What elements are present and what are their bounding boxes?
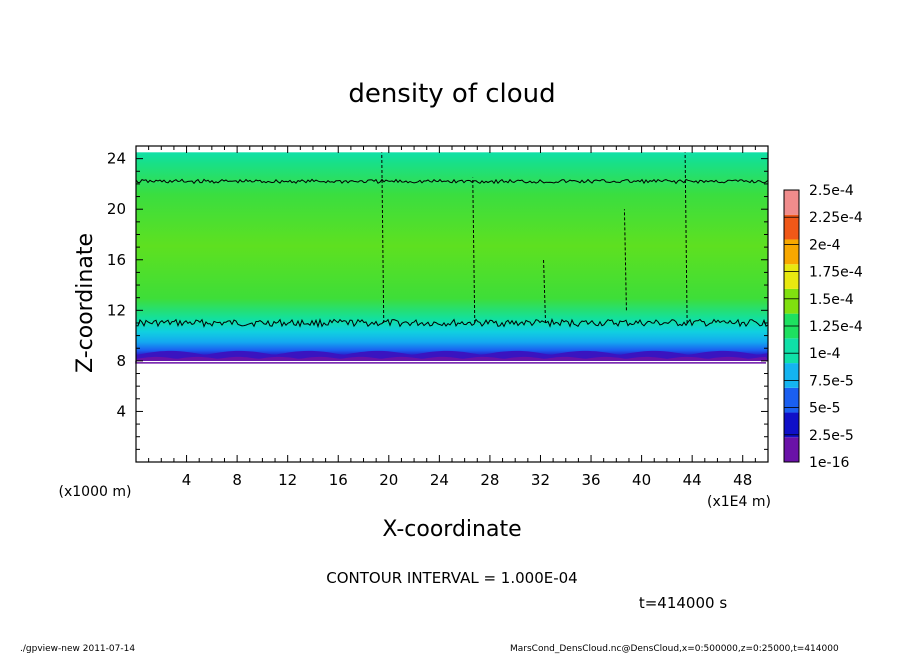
time-label: t=414000 s: [639, 594, 727, 612]
colorbar-swatch: [784, 239, 799, 265]
x-axis-ticks: 4 8 12 16 20 24 28 32 36 40 44 48: [148, 146, 756, 489]
colorbar-label: 2.5e-4: [809, 183, 854, 199]
colorbar-label: 2.5e-5: [809, 428, 854, 444]
colorbar-swatch: [784, 288, 799, 314]
contour-streak: [381, 152, 385, 323]
x-tick-label: 16: [329, 471, 348, 489]
colorbar: 1e-16 2.5e-5 5e-5 7.5e-5 1e-4 1.25e-4 1.5e-4 1.…: [783, 183, 863, 471]
contour-streak: [684, 152, 688, 323]
colorbar-label: 1e-16: [809, 455, 849, 471]
x-tick-label: 20: [379, 471, 398, 489]
colorbar-label: 7.5e-5: [809, 373, 854, 389]
colorbar-label: 1.5e-4: [809, 292, 854, 308]
colorbar-swatch: [784, 437, 799, 462]
y-tick-label: 8: [116, 352, 126, 370]
footer-left: ./gpview-new 2011-07-14: [20, 644, 135, 654]
x-tick-label: 44: [683, 471, 702, 489]
colorbar-label: 1.25e-4: [809, 319, 863, 335]
contour-line: [135, 317, 769, 329]
colorbar-label: 5e-5: [809, 401, 840, 417]
dense-band-bottom: [136, 356, 768, 361]
y-tick-label: 4: [116, 402, 126, 420]
x-tick-label: 36: [581, 471, 600, 489]
colorbar-swatch: [784, 190, 799, 215]
contour-streak: [623, 209, 627, 311]
y-axis-ticks: 4 8 12 16 20 24: [107, 145, 768, 450]
dense-band: [135, 350, 768, 364]
contour-streak: [472, 177, 476, 323]
x-tick-label: 4: [182, 471, 192, 489]
colorbar-label: 2.25e-4: [809, 210, 863, 226]
x-tick-label: 8: [232, 471, 242, 489]
colorbar-swatch: [784, 338, 799, 364]
x-tick-label: 40: [632, 471, 651, 489]
x-tick-label: 32: [531, 471, 550, 489]
footer-right: MarsCond_DensCloud.nc@DensCloud,x=0:5000…: [510, 644, 839, 654]
y-axis-label: Z-coordinate: [73, 233, 98, 373]
colorbar-label: 1.75e-4: [809, 265, 863, 281]
x-axis-label: X-coordinate: [382, 517, 521, 542]
colorbar-swatch: [784, 264, 799, 289]
dense-band-edge: [135, 360, 766, 364]
y-tick-label: 20: [107, 200, 126, 218]
plot-area: [135, 145, 769, 463]
y-tick-label: 16: [107, 251, 126, 269]
x-tick-label: 48: [733, 471, 752, 489]
contour-line: [135, 178, 769, 185]
colorbar-label: 1e-4: [809, 346, 841, 362]
contour-interval-label: CONTOUR INTERVAL = 1.000E-04: [326, 569, 577, 587]
colorbar-swatch: [784, 387, 799, 413]
colorbar-swatch: [784, 412, 799, 438]
colorbar-swatch: [784, 363, 799, 388]
y-tick-label: 12: [107, 301, 126, 319]
x-tick-label: 24: [430, 471, 449, 489]
x-unit-label: (x1E4 m): [707, 494, 771, 510]
y-tick-label: 24: [107, 150, 126, 168]
x-tick-label: 12: [278, 471, 297, 489]
contour-streak: [543, 259, 547, 323]
chart-title: density of cloud: [348, 79, 555, 109]
x-tick-label: 28: [480, 471, 499, 489]
cloud-field: [136, 152, 768, 361]
colorbar-label: 2e-4: [809, 237, 841, 253]
contour-lines: [135, 152, 769, 329]
colorbar-swatch: [784, 214, 799, 240]
y-unit-label: (x1000 m): [59, 484, 132, 500]
